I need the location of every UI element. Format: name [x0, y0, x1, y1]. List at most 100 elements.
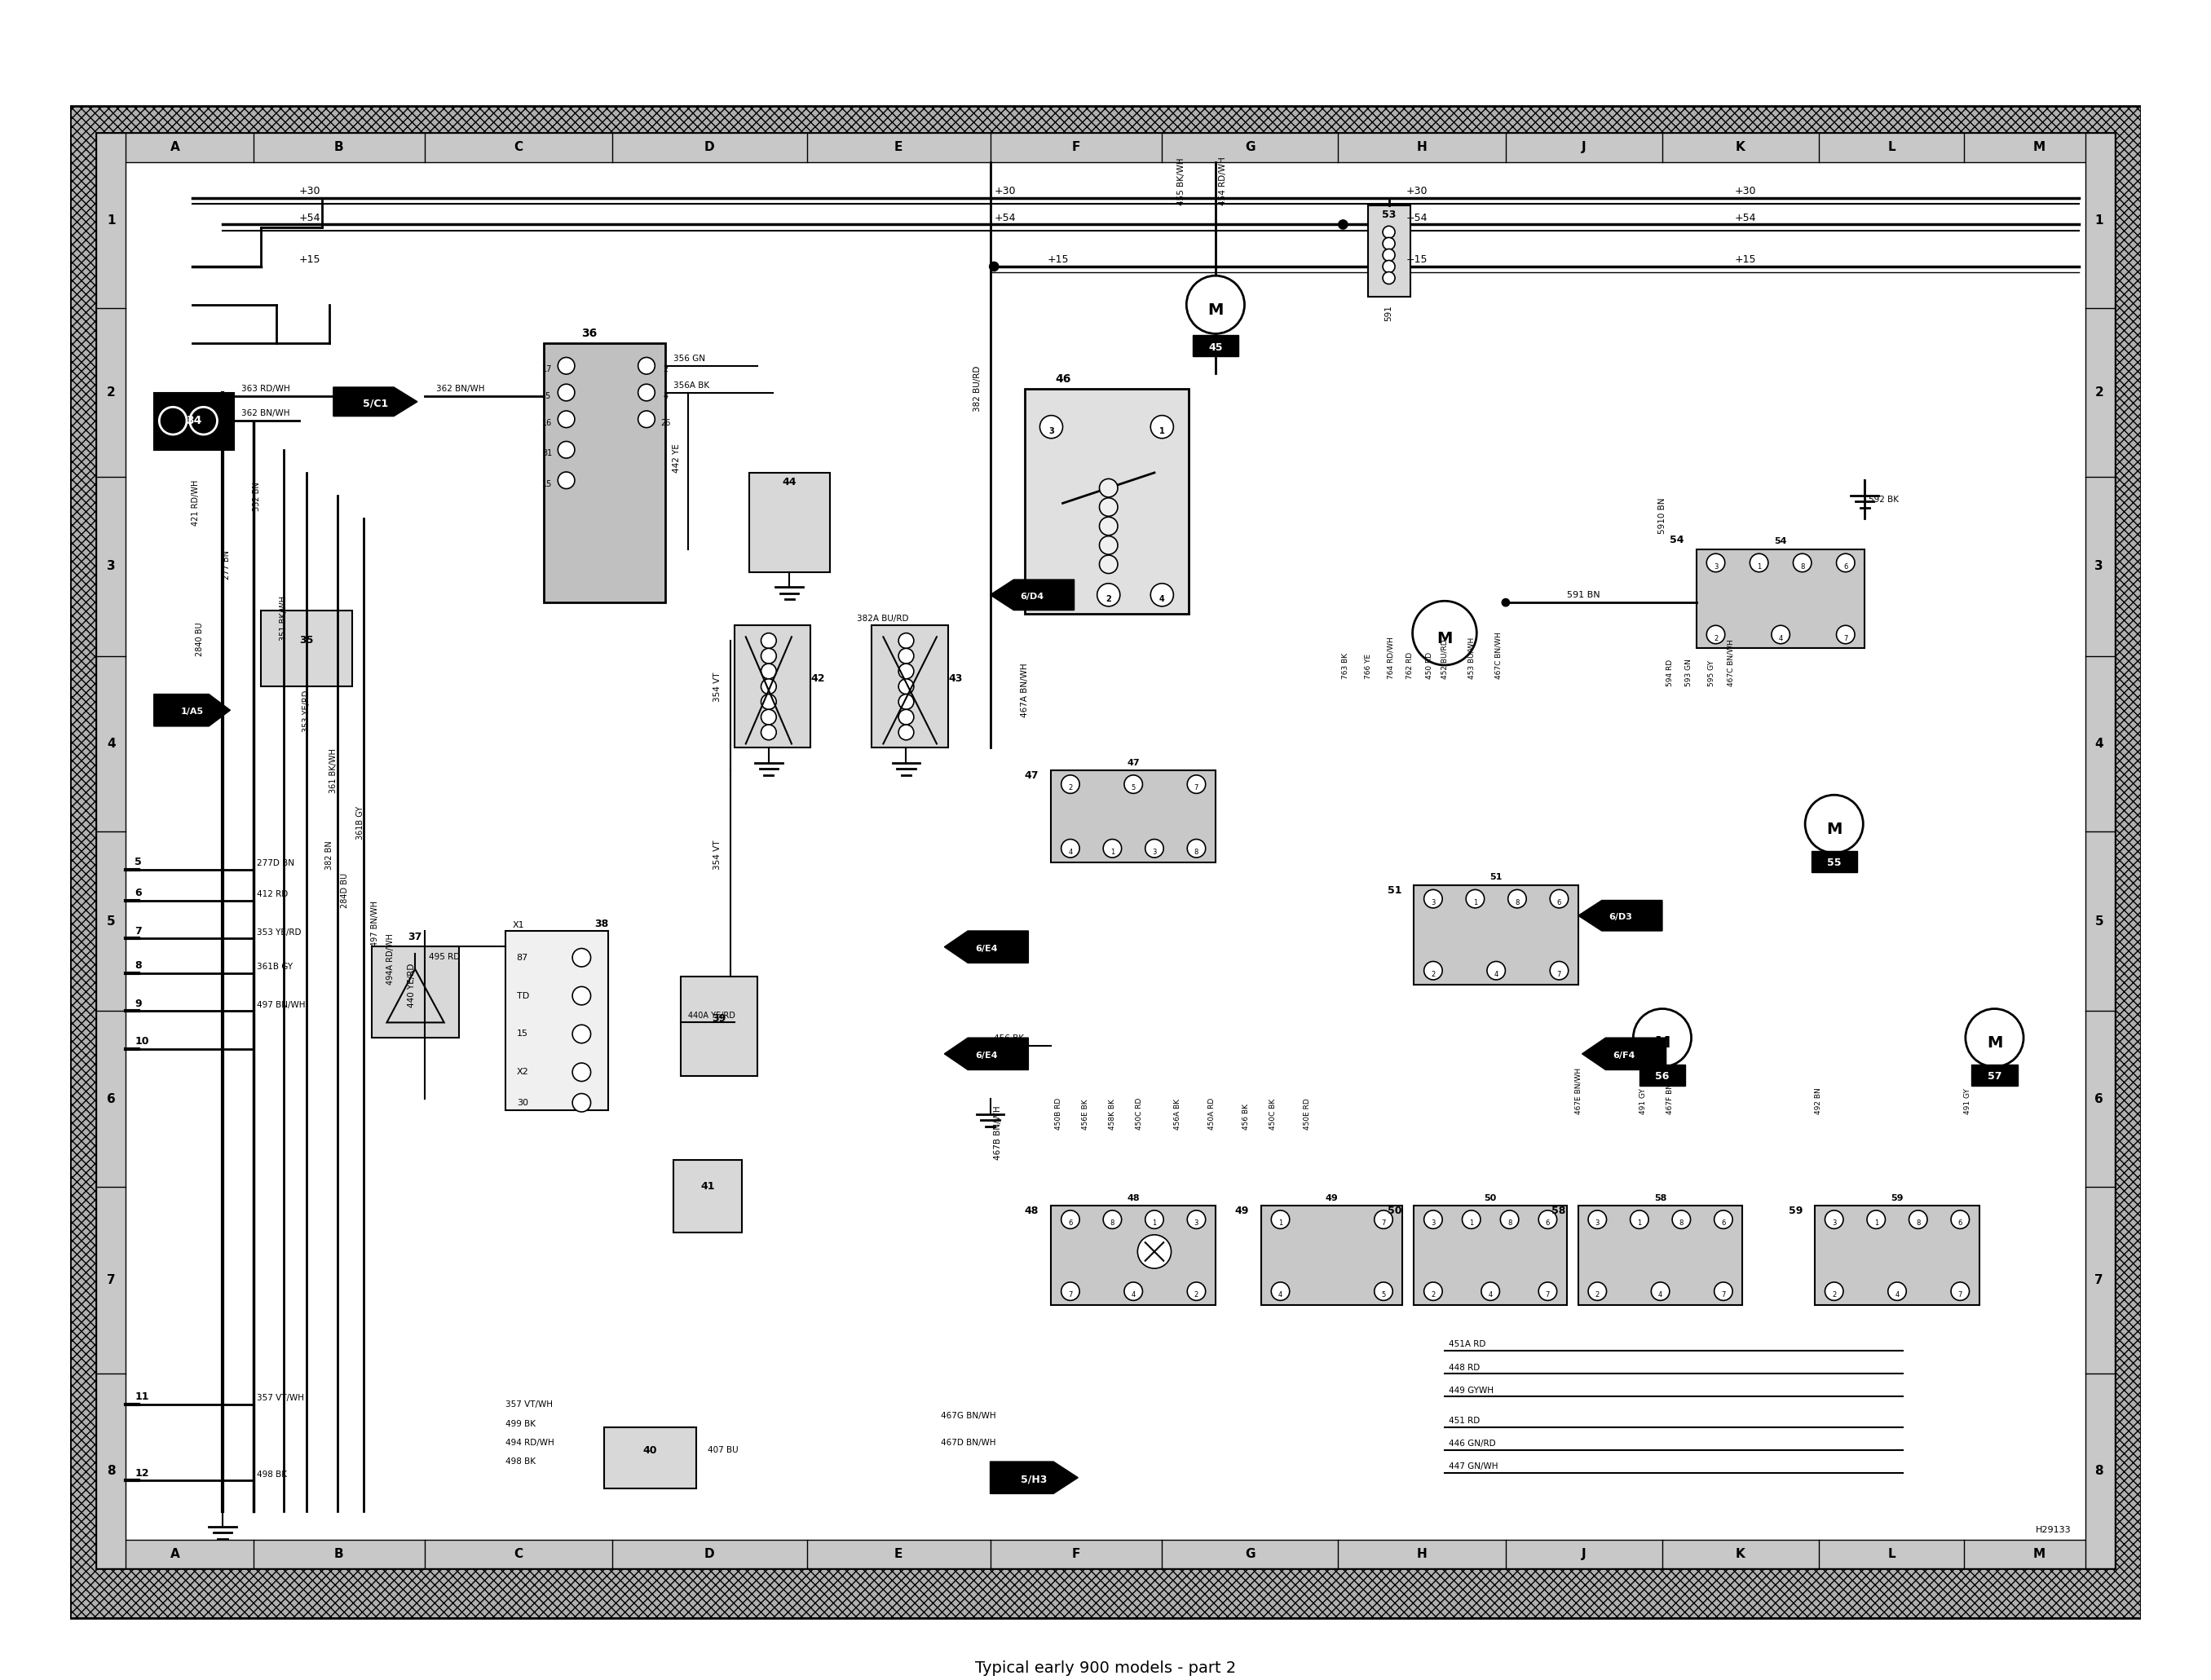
Text: 6: 6 — [1844, 563, 1848, 570]
Text: 6/E4: 6/E4 — [975, 1052, 997, 1060]
Circle shape — [573, 1025, 590, 1043]
Circle shape — [1634, 1008, 1691, 1067]
Text: 1: 1 — [1468, 1220, 1473, 1226]
Text: 37: 37 — [409, 932, 422, 942]
Text: 7: 7 — [1545, 1292, 1550, 1299]
Text: 6: 6 — [1959, 1220, 1963, 1226]
Circle shape — [898, 709, 913, 724]
Text: 7: 7 — [1959, 1292, 1963, 1299]
Circle shape — [1099, 536, 1119, 554]
Text: 7: 7 — [1382, 1220, 1386, 1226]
Text: 594 RD: 594 RD — [1667, 660, 1674, 687]
Text: 50: 50 — [1386, 1206, 1402, 1216]
Text: 5: 5 — [1382, 1292, 1386, 1299]
Text: 4: 4 — [1159, 595, 1165, 603]
Circle shape — [1539, 1210, 1557, 1228]
Circle shape — [1271, 1210, 1289, 1228]
Text: 451A RD: 451A RD — [1448, 1341, 1486, 1349]
Circle shape — [1837, 554, 1855, 571]
Text: 36: 36 — [581, 328, 597, 339]
Text: 2: 2 — [1714, 635, 1718, 642]
Bar — [1024, 388, 1190, 613]
Bar — [681, 976, 756, 1075]
Text: 440 YE/RD: 440 YE/RD — [409, 963, 416, 1008]
Circle shape — [1382, 237, 1395, 250]
Text: B: B — [334, 1547, 343, 1561]
Text: 4: 4 — [1895, 1292, 1899, 1299]
Text: 591: 591 — [1384, 304, 1393, 321]
Text: 4: 4 — [1495, 971, 1499, 978]
Circle shape — [1804, 795, 1864, 853]
Circle shape — [1187, 1282, 1205, 1300]
Text: TD: TD — [517, 991, 528, 1000]
Text: F: F — [1072, 141, 1081, 153]
Bar — [261, 610, 352, 687]
Text: 44: 44 — [783, 477, 796, 487]
Text: 277D BN: 277D BN — [256, 860, 294, 867]
Circle shape — [1424, 961, 1442, 979]
Text: 284D BU: 284D BU — [340, 874, 349, 907]
Circle shape — [1123, 1282, 1143, 1300]
Circle shape — [1424, 1210, 1442, 1228]
Text: 46: 46 — [1055, 373, 1070, 385]
Text: 8: 8 — [2094, 1465, 2103, 1477]
Text: 1: 1 — [2094, 215, 2103, 227]
Circle shape — [1707, 625, 1725, 643]
Circle shape — [1672, 1210, 1691, 1228]
Text: A: A — [170, 141, 179, 153]
Text: 447 GN/WH: 447 GN/WH — [1448, 1463, 1497, 1470]
Text: 58: 58 — [1654, 1194, 1667, 1201]
Circle shape — [1382, 249, 1395, 260]
Text: 5: 5 — [1132, 785, 1136, 791]
Text: 59: 59 — [1789, 1206, 1802, 1216]
Text: 491 GY: 491 GY — [1963, 1089, 1972, 1114]
Text: 56: 56 — [1656, 1072, 1669, 1082]
Text: 26: 26 — [661, 418, 670, 427]
Circle shape — [1587, 1210, 1607, 1228]
Text: 455 BK/WH: 455 BK/WH — [1176, 158, 1185, 205]
Text: L: L — [1888, 141, 1895, 153]
Text: 1: 1 — [106, 215, 115, 227]
Text: 31: 31 — [542, 450, 553, 457]
Circle shape — [1375, 1210, 1393, 1228]
Text: 3: 3 — [2094, 559, 2103, 573]
Bar — [1050, 771, 1216, 862]
Circle shape — [761, 648, 776, 664]
Bar — [734, 625, 811, 748]
Text: 495 RD: 495 RD — [429, 953, 460, 961]
Text: 59: 59 — [1890, 1194, 1904, 1201]
Text: +15: +15 — [298, 254, 321, 265]
Bar — [1415, 1206, 1568, 1305]
Text: 494 RD/WH: 494 RD/WH — [504, 1438, 555, 1446]
Text: 5/H3: 5/H3 — [1021, 1473, 1048, 1485]
Circle shape — [1382, 227, 1395, 239]
Polygon shape — [1579, 900, 1663, 931]
Text: 6/D4: 6/D4 — [1019, 593, 1044, 600]
Text: 41: 41 — [701, 1181, 714, 1193]
Text: 7: 7 — [1720, 1292, 1725, 1299]
Text: 50: 50 — [1484, 1194, 1497, 1201]
Text: 1: 1 — [1152, 1220, 1156, 1226]
Text: +30: +30 — [1736, 186, 1756, 197]
Text: 8: 8 — [1194, 848, 1198, 855]
Text: 8: 8 — [1800, 563, 1804, 570]
Circle shape — [1382, 260, 1395, 272]
Text: 8: 8 — [1110, 1220, 1114, 1226]
Circle shape — [1888, 1282, 1906, 1300]
Text: 54: 54 — [1669, 534, 1685, 546]
Text: 43: 43 — [949, 674, 962, 684]
Text: 407 BU: 407 BU — [708, 1446, 738, 1455]
Text: 467G BN/WH: 467G BN/WH — [940, 1411, 995, 1420]
Circle shape — [1382, 272, 1395, 284]
Text: 450C BK: 450C BK — [1269, 1099, 1276, 1129]
Circle shape — [1187, 1210, 1205, 1228]
Text: 51: 51 — [1386, 885, 1402, 895]
Circle shape — [573, 1094, 590, 1112]
Text: M: M — [2034, 1547, 2045, 1561]
Bar — [97, 133, 126, 1569]
Text: 440A YE/RD: 440A YE/RD — [688, 1011, 736, 1020]
Circle shape — [1424, 1282, 1442, 1300]
Text: 353 YE/RD: 353 YE/RD — [256, 927, 301, 936]
Polygon shape — [944, 1038, 1028, 1070]
Text: 4: 4 — [1778, 635, 1782, 642]
